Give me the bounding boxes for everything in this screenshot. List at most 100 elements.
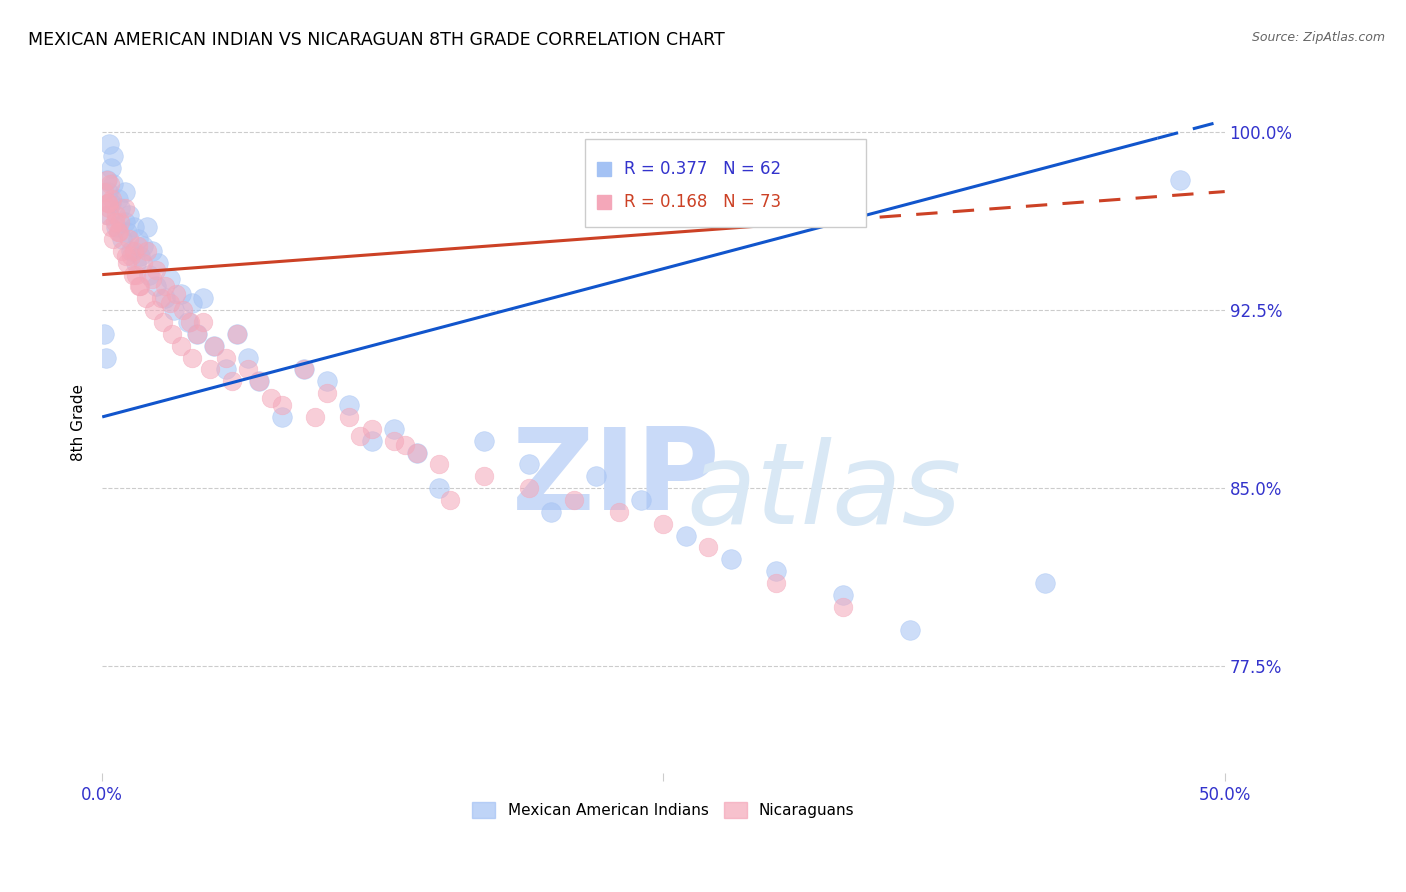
Point <box>93 326 115 341</box>
Point <box>93 185 115 199</box>
Text: Source: ZipAtlas.com: Source: ZipAtlas.com <box>1251 31 1385 45</box>
Point <box>114 185 136 199</box>
Point <box>153 279 176 293</box>
Point <box>405 445 427 459</box>
Point <box>107 192 129 206</box>
Point <box>136 220 159 235</box>
Point <box>129 279 152 293</box>
Point <box>270 409 292 424</box>
Point <box>114 201 136 215</box>
Point <box>122 244 145 258</box>
Point <box>832 588 855 602</box>
Point <box>181 296 204 310</box>
Point <box>562 492 585 507</box>
Point <box>128 279 150 293</box>
Point <box>118 232 141 246</box>
Point <box>427 481 450 495</box>
Point <box>360 422 382 436</box>
Point <box>394 438 416 452</box>
Point <box>236 362 259 376</box>
Point <box>193 315 215 329</box>
Point <box>129 249 152 263</box>
Point <box>186 326 208 341</box>
Point <box>186 326 208 341</box>
Point <box>107 225 129 239</box>
Point <box>360 434 382 448</box>
Point <box>427 458 450 472</box>
Point <box>163 303 186 318</box>
Point <box>94 351 117 365</box>
Point <box>125 268 148 282</box>
Point <box>103 178 125 192</box>
Point <box>165 286 187 301</box>
Point <box>131 256 153 270</box>
Point <box>1168 172 1191 186</box>
Point <box>292 362 315 376</box>
Point <box>247 375 270 389</box>
Point <box>176 315 198 329</box>
Text: atlas: atlas <box>686 437 962 549</box>
Point <box>108 225 131 239</box>
Point <box>104 220 127 235</box>
Point <box>94 208 117 222</box>
Point <box>114 249 136 263</box>
Point <box>97 196 120 211</box>
Point <box>141 244 163 258</box>
Point <box>172 303 194 318</box>
Point <box>1033 576 1056 591</box>
Point <box>98 178 121 192</box>
Point <box>114 215 136 229</box>
Point <box>145 263 167 277</box>
Point <box>104 208 127 222</box>
Text: R = 0.377   N = 62: R = 0.377 N = 62 <box>624 160 782 178</box>
Point <box>145 279 167 293</box>
Point <box>540 505 562 519</box>
Point <box>136 244 159 258</box>
Text: ZIP: ZIP <box>512 424 720 534</box>
Point <box>765 576 787 591</box>
Point <box>120 244 142 258</box>
Point <box>259 391 281 405</box>
Point <box>439 492 461 507</box>
Point <box>170 339 193 353</box>
Point <box>118 208 141 222</box>
Point <box>142 303 165 318</box>
Point <box>204 339 226 353</box>
Point <box>607 505 630 519</box>
Point <box>517 458 540 472</box>
Point <box>304 409 326 424</box>
Point <box>103 215 125 229</box>
Point <box>585 469 607 483</box>
Point <box>247 375 270 389</box>
Point <box>832 599 855 614</box>
Text: MEXICAN AMERICAN INDIAN VS NICARAGUAN 8TH GRADE CORRELATION CHART: MEXICAN AMERICAN INDIAN VS NICARAGUAN 8T… <box>28 31 725 49</box>
Point <box>103 232 125 246</box>
Point <box>97 185 120 199</box>
Point <box>103 149 125 163</box>
Point <box>226 326 249 341</box>
Point <box>101 192 124 206</box>
FancyBboxPatch shape <box>585 139 866 227</box>
Point <box>97 208 120 222</box>
Point <box>349 429 371 443</box>
Point <box>517 481 540 495</box>
Point <box>765 564 787 578</box>
Point <box>160 326 183 341</box>
Point <box>96 172 118 186</box>
Point <box>215 362 238 376</box>
Point <box>382 422 405 436</box>
Text: R = 0.168   N = 73: R = 0.168 N = 73 <box>624 194 782 211</box>
Point <box>215 351 238 365</box>
Point <box>315 386 337 401</box>
Legend: Mexican American Indians, Nicaraguans: Mexican American Indians, Nicaraguans <box>467 797 860 824</box>
Point <box>697 541 720 555</box>
Point <box>100 196 122 211</box>
Point <box>472 469 495 483</box>
Point <box>472 434 495 448</box>
Point <box>630 492 652 507</box>
Point <box>135 291 157 305</box>
Point <box>97 196 120 211</box>
Point <box>179 315 201 329</box>
Point <box>127 232 149 246</box>
Point <box>148 256 170 270</box>
